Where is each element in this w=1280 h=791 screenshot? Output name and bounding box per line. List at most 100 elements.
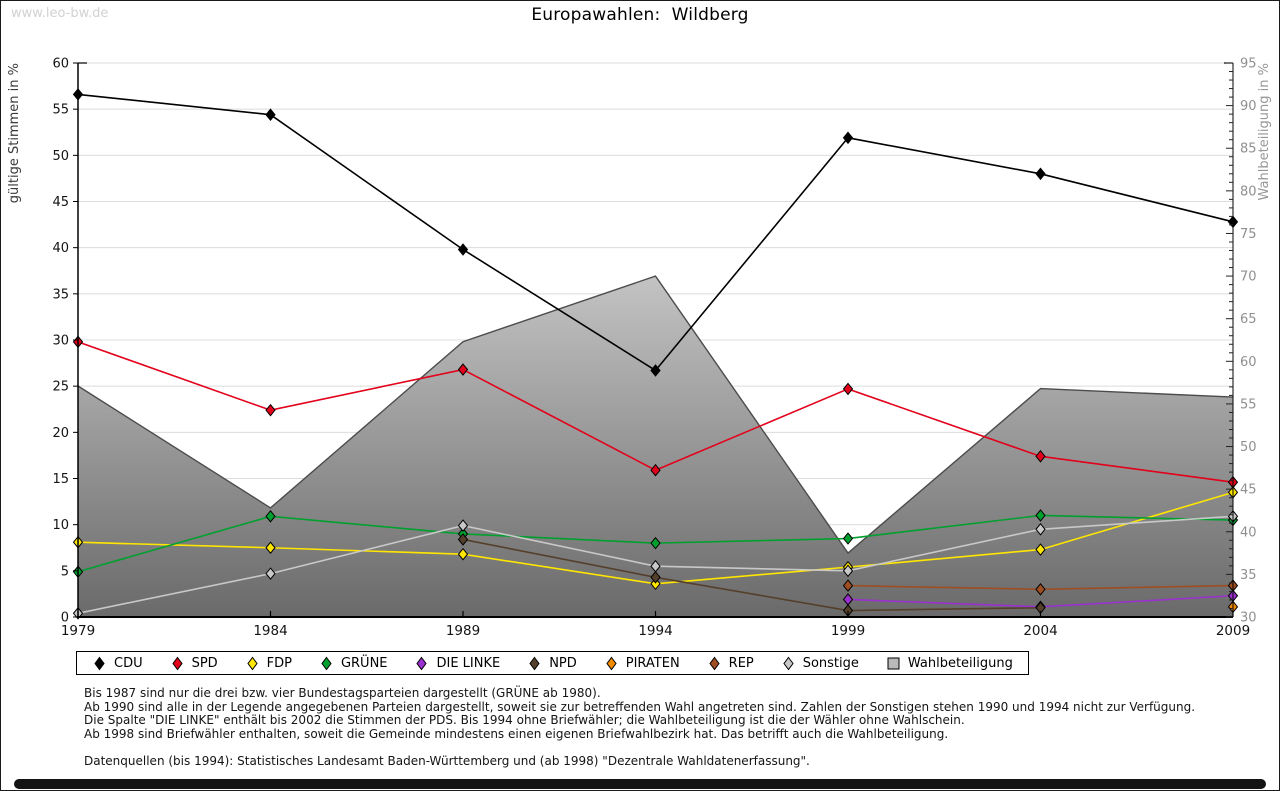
legend-label: SPD	[191, 655, 218, 671]
data-point-SPD-1994	[650, 463, 661, 477]
diamond-marker-icon	[709, 656, 720, 670]
data-point-REP-2004	[1035, 583, 1046, 596]
x-tick-label-1984: 1984	[253, 623, 287, 639]
legend-label: Wahlbeteiligung	[907, 655, 1013, 671]
data-point-SPD-1984	[265, 403, 276, 417]
data-point-CDU-2004	[1035, 167, 1046, 181]
right-tick-label: 30	[1240, 611, 1257, 626]
legend-item-NPD: NPD	[527, 656, 577, 671]
right-tick-label: 45	[1240, 483, 1257, 498]
data-point-Sonstige-1984	[265, 567, 276, 580]
footnote-line: Ab 1990 sind alle in der Legende angegeb…	[84, 699, 1196, 714]
square-marker-icon	[887, 657, 900, 669]
right-tick-label: 50	[1240, 440, 1257, 455]
left-tick-label: 5	[61, 564, 69, 579]
legend-label: CDU	[114, 655, 143, 671]
right-tick-label: 95	[1240, 57, 1257, 72]
diamond-marker-icon	[94, 656, 105, 670]
data-point-GRÜNE-1984	[265, 510, 276, 523]
data-point-Sonstige-1989	[457, 519, 469, 532]
data-point-NPD-1994	[650, 571, 661, 584]
left-tick-label: 20	[52, 426, 69, 441]
legend-label: GRÜNE	[340, 655, 388, 671]
y-axis-label-right: Wahlbeteiligung in %	[1257, 63, 1272, 200]
right-tick-label: 55	[1240, 397, 1257, 412]
right-tick-label: 65	[1240, 312, 1257, 327]
left-tick-label: 25	[52, 380, 69, 395]
election-line-chart: 0 5 10 15 20 25 30 35 40 45 50 55 60 30 35 40 45 50 55 60 65…	[7, 57, 1272, 640]
footnote-line: Die Spalte "DIE LINKE" enthält bis 2002 …	[84, 713, 965, 727]
diamond-marker-icon	[171, 656, 183, 670]
right-tick-label: 80	[1240, 184, 1257, 199]
data-point-FDP-1994	[650, 577, 661, 591]
x-tick-label-2009: 2009	[1216, 623, 1250, 639]
data-point-GRÜNE-1999	[842, 532, 854, 545]
left-tick-label: 30	[52, 334, 69, 349]
data-point-Sonstige-1994	[650, 559, 661, 573]
left-tick-label: 35	[52, 287, 69, 302]
page-title: Europawahlen: Wildberg	[531, 5, 749, 25]
data-point-FDP-1989	[457, 547, 469, 561]
diamond-marker-icon	[606, 656, 617, 670]
right-tick-label: 85	[1240, 142, 1257, 157]
diamond-marker-icon	[529, 656, 540, 670]
x-tick-label-1989: 1989	[446, 623, 480, 639]
series-CDU	[72, 88, 1239, 377]
legend-item-Wahlbeteiligung: Wahlbeteiligung	[886, 656, 1013, 671]
left-tick-label: 50	[52, 149, 69, 164]
diamond-marker-icon	[321, 656, 332, 670]
legend-item-SPD: SPD	[170, 656, 218, 671]
legend-item-CDU: CDU	[92, 656, 143, 671]
chart-footnotes: Bis 1987 sind nur die drei bzw. vier Bun…	[84, 686, 1196, 768]
diamond-marker-icon	[783, 656, 794, 670]
data-point-CDU-1989	[457, 243, 469, 256]
legend-item-DIE LINKE: DIE LINKE	[414, 656, 500, 671]
x-tick-label-1979: 1979	[61, 623, 95, 639]
right-tick-label: 35	[1240, 568, 1257, 583]
footnote-line: Datenquellen (bis 1994): Statistisches L…	[84, 753, 810, 768]
data-point-CDU-1994	[650, 364, 661, 377]
data-point-Sonstige-1999	[842, 564, 854, 578]
data-point-Sonstige-2004	[1035, 522, 1046, 536]
data-point-NPD-1989	[457, 533, 469, 546]
footnote-line: Bis 1987 sind nur die drei bzw. vier Bun…	[84, 686, 601, 700]
legend-label: FDP	[266, 655, 292, 671]
chart-legend: CDU SPD FDP GRÜNE DIE LINKE NPD PIRATEN REP Sons…	[76, 651, 1029, 675]
diamond-marker-icon	[416, 656, 428, 670]
x-tick-label-1994: 1994	[638, 623, 672, 639]
series-area-Wahlbeteiligung	[77, 275, 1234, 617]
legend-label: DIE LINKE	[436, 655, 501, 671]
left-tick-label: 10	[52, 518, 69, 533]
data-point-CDU-1984	[265, 108, 276, 121]
right-tick-label: 90	[1240, 99, 1257, 114]
data-point-REP-1999	[842, 579, 854, 592]
legend-label: Sonstige	[802, 655, 859, 671]
left-tick-label: 45	[52, 195, 69, 210]
x-tick-label-1999: 1999	[831, 623, 865, 639]
footnote-line: Ab 1998 sind Briefwähler enthalten, sowe…	[84, 726, 949, 741]
legend-item-GRÜNE: GRÜNE	[319, 656, 388, 671]
left-tick-label: 0	[61, 611, 69, 626]
legend-label: NPD	[549, 655, 577, 671]
site-watermark: www.leo-bw.de	[11, 6, 109, 21]
right-tick-label: 60	[1240, 355, 1257, 370]
left-tick-label: 15	[52, 472, 69, 487]
legend-item-FDP: FDP	[245, 656, 292, 671]
data-point-SPD-2004	[1035, 450, 1046, 463]
bottom-scrollbar	[14, 779, 1266, 789]
left-tick-label: 40	[52, 241, 69, 256]
legend-item-Sonstige: Sonstige	[781, 656, 859, 671]
data-point-FDP-1984	[265, 541, 276, 555]
right-tick-label: 40	[1240, 525, 1257, 540]
legend-item-PIRATEN: PIRATEN	[604, 656, 680, 671]
data-point-GRÜNE-2004	[1035, 509, 1046, 522]
data-point-SPD-1999	[842, 382, 854, 396]
data-point-CDU-1999	[842, 131, 854, 145]
right-tick-label: 75	[1240, 227, 1257, 242]
diamond-marker-icon	[247, 656, 258, 670]
data-point-GRÜNE-1994	[650, 536, 661, 550]
right-tick-label: 70	[1240, 270, 1257, 285]
legend-item-REP: REP	[707, 656, 754, 671]
footnote-line	[84, 741, 1195, 755]
